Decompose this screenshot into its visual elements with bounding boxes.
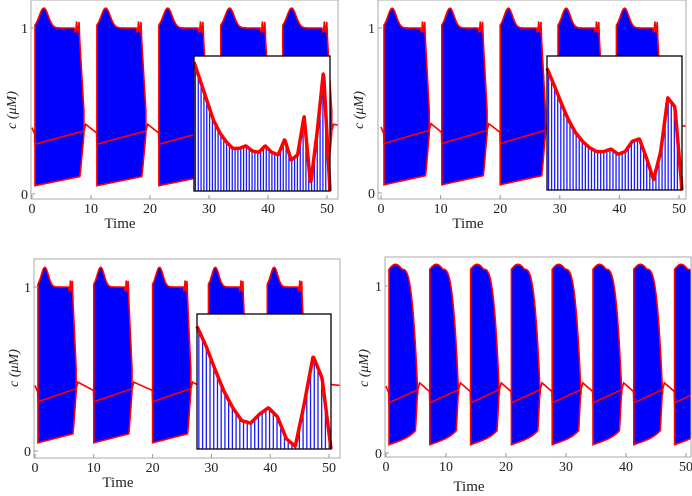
burst-2 bbox=[429, 263, 460, 446]
burst-1 bbox=[34, 7, 85, 187]
x-tick-label: 30 bbox=[559, 460, 573, 475]
inset-envelope-line bbox=[545, 67, 684, 191]
y-tick-label: 0 bbox=[368, 187, 375, 202]
plot-area bbox=[385, 263, 691, 446]
plot-frame bbox=[30, 0, 339, 200]
inset-frame bbox=[196, 313, 332, 450]
inset-envelope-line bbox=[195, 325, 333, 450]
burst-1 bbox=[37, 266, 77, 444]
burst-3 bbox=[151, 266, 192, 444]
x-tick-label: 40 bbox=[612, 202, 626, 217]
x-tick-label: 0 bbox=[29, 202, 36, 217]
x-tick-label: 20 bbox=[146, 461, 160, 476]
plot-area bbox=[31, 7, 338, 187]
x-tick-label: 50 bbox=[322, 461, 336, 476]
panel-2: 0 10 20 30 40 50 0 1 Time c (μM) bbox=[352, 0, 687, 232]
burst-4 bbox=[510, 263, 541, 446]
x-tick-label: 20 bbox=[493, 202, 507, 217]
x-tick-label: 10 bbox=[439, 460, 453, 475]
x-axis-label: Time bbox=[452, 216, 483, 232]
burst-2 bbox=[440, 7, 488, 186]
burst-8 bbox=[673, 263, 691, 446]
x-tick-label: 40 bbox=[263, 461, 277, 476]
y-tick-label: 1 bbox=[375, 280, 382, 295]
inset-frame bbox=[193, 55, 331, 192]
burst-6 bbox=[592, 263, 623, 446]
x-tick-label: 20 bbox=[499, 460, 513, 475]
x-tick-label: 10 bbox=[434, 202, 448, 217]
x-axis-label: Time bbox=[104, 216, 135, 232]
y-tick-label: 0 bbox=[375, 447, 382, 462]
x-tick-label: 40 bbox=[261, 202, 275, 217]
inset bbox=[192, 55, 332, 192]
x-tick-label: 10 bbox=[84, 202, 98, 217]
panel-1: 0 10 20 30 40 50 0 1 Time c (μM) bbox=[5, 0, 339, 232]
y-axis-label: c (μM) bbox=[357, 349, 372, 387]
y-tick-label: 0 bbox=[21, 188, 28, 203]
x-tick-label: 50 bbox=[320, 202, 334, 217]
plot-frame bbox=[377, 0, 687, 200]
y-tick-label: 1 bbox=[24, 281, 31, 296]
x-tick-label: 50 bbox=[672, 202, 686, 217]
burst-3 bbox=[469, 263, 501, 446]
x-tick-label: 20 bbox=[143, 202, 157, 217]
x-tick-label: 0 bbox=[32, 461, 39, 476]
x-tick-label: 0 bbox=[378, 202, 385, 217]
x-axis-label: Time bbox=[102, 475, 133, 491]
inset-envelope-line bbox=[192, 61, 332, 192]
y-axis-label: c (μM) bbox=[5, 91, 20, 129]
y-axis-label: c (μM) bbox=[352, 91, 367, 129]
x-tick-label: 50 bbox=[679, 460, 692, 475]
x-tick-label: 30 bbox=[202, 202, 216, 217]
y-tick-label: 0 bbox=[24, 445, 31, 460]
plot-frame bbox=[384, 256, 692, 458]
burst-7 bbox=[633, 263, 664, 446]
panel-4: 0 10 20 30 40 50 0 1 Time c (μM) bbox=[357, 256, 692, 495]
x-tick-label: 0 bbox=[383, 460, 390, 475]
burst-5 bbox=[551, 263, 582, 446]
x-tick-label: 10 bbox=[87, 461, 101, 476]
quiet-phase-line bbox=[385, 381, 691, 405]
y-tick-label: 1 bbox=[368, 22, 375, 37]
burst-1 bbox=[383, 7, 431, 186]
x-axis-label: Time bbox=[453, 479, 484, 495]
burst-1 bbox=[388, 263, 419, 446]
plot-frame bbox=[33, 258, 341, 459]
y-tick-label: 1 bbox=[21, 22, 28, 37]
panel-3: 0 10 20 30 40 50 0 1 Time c (μM) bbox=[7, 258, 341, 491]
y-axis-label: c (μM) bbox=[7, 349, 22, 387]
x-tick-label: 30 bbox=[204, 461, 218, 476]
x-tick-label: 30 bbox=[553, 202, 567, 217]
burst-3 bbox=[499, 7, 547, 186]
x-tick-label: 40 bbox=[619, 460, 633, 475]
inset bbox=[545, 55, 684, 191]
burst-2 bbox=[96, 7, 147, 187]
inset-frame bbox=[546, 55, 683, 191]
inset bbox=[195, 313, 333, 450]
burst-2 bbox=[93, 266, 133, 444]
